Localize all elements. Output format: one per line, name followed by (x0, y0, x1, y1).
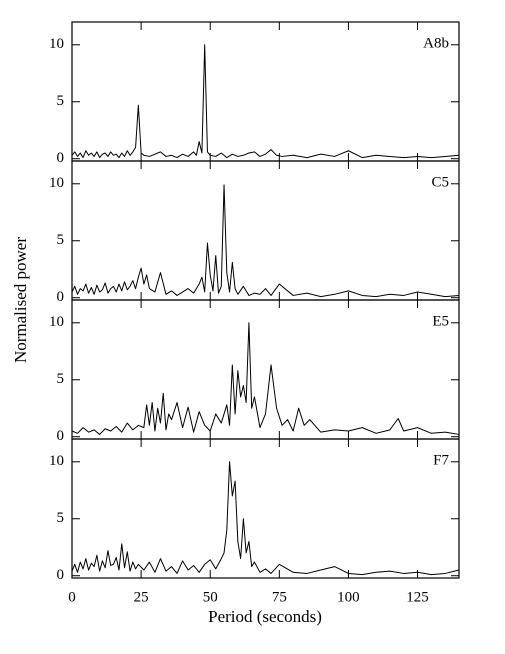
y-tick-label: 10 (49, 453, 64, 469)
x-tick-label: 50 (203, 589, 218, 605)
y-tick-label: 0 (57, 150, 65, 166)
y-tick-label: 0 (57, 289, 65, 305)
x-tick-label: 75 (272, 589, 287, 605)
y-tick-label: 5 (57, 93, 65, 109)
panel-label: E5 (432, 313, 449, 329)
panel-label: F7 (433, 452, 449, 468)
series-line (71, 322, 460, 435)
x-tick-label: 0 (68, 589, 76, 605)
panel-frame (71, 299, 460, 440)
x-axis-label: Period (seconds) (208, 607, 322, 626)
x-tick-label: 100 (337, 589, 360, 605)
y-tick-label: 5 (57, 510, 65, 526)
x-tick-label: 125 (406, 589, 429, 605)
x-tick-label: 25 (134, 589, 149, 605)
y-tick-label: 10 (49, 314, 64, 330)
panel-frame (71, 438, 460, 579)
y-tick-label: 0 (57, 567, 65, 583)
y-tick-label: 10 (49, 36, 64, 52)
y-tick-label: 0 (57, 428, 65, 444)
panel-frame (71, 21, 460, 162)
series-line (71, 44, 460, 159)
y-tick-label: 5 (57, 232, 65, 248)
panel-frame (71, 160, 460, 301)
panel-label: A8b (423, 35, 449, 51)
y-tick-label: 10 (49, 175, 64, 191)
y-axis-label: Normalised power (11, 237, 30, 363)
y-tick-label: 5 (57, 371, 65, 387)
series-line (71, 184, 460, 298)
series-line (71, 461, 460, 576)
panel-label: C5 (431, 174, 449, 190)
